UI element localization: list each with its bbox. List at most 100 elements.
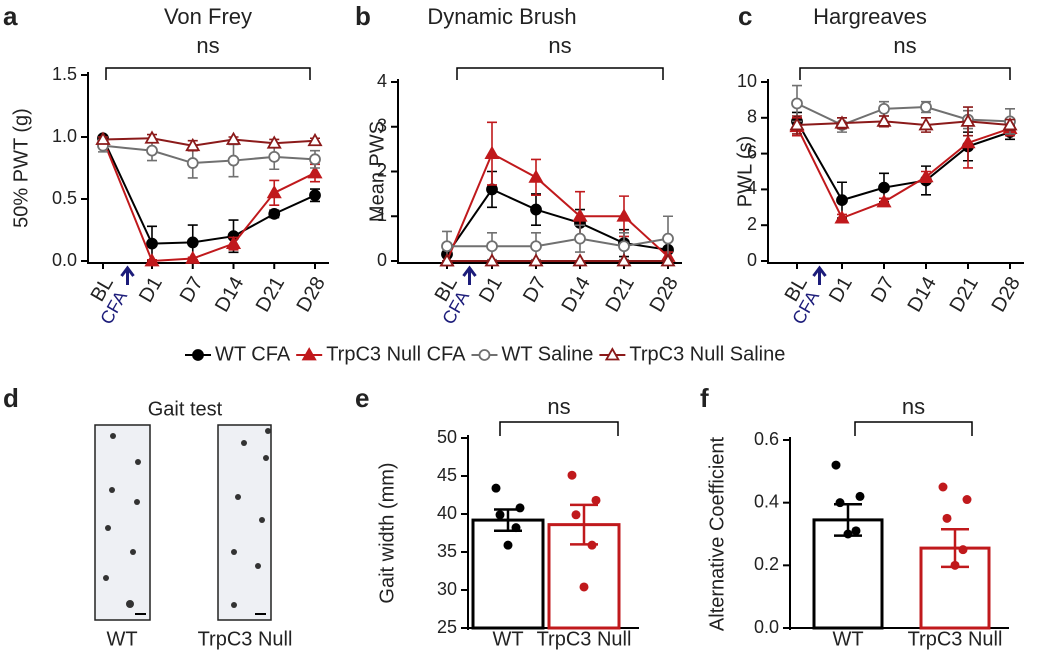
cfa-arrow — [120, 265, 135, 285]
x-tick-label: D28 — [987, 273, 1024, 316]
series-line — [102, 137, 316, 147]
gait-image-wt — [94, 424, 151, 621]
series — [97, 138, 321, 179]
y-tick-label: 0.4 — [754, 491, 779, 511]
x-tick-label: TrpC3 Null — [537, 628, 632, 650]
y-tick-label: 10 — [737, 71, 757, 91]
y-tick-label: 4 — [747, 178, 757, 198]
panel-title: Hargreaves — [813, 4, 927, 29]
data-point — [491, 483, 501, 493]
panel-title: Dynamic Brush — [427, 4, 576, 29]
y-axis-label: 50% PWT (g) — [10, 108, 32, 228]
y-axis-label: Mean PWS — [366, 121, 388, 222]
marker — [878, 181, 890, 194]
marker — [836, 194, 848, 207]
legend-label: TrpC3 Null Saline — [629, 343, 785, 365]
cfa-arrow — [462, 265, 477, 285]
marker — [441, 240, 453, 253]
marker — [146, 237, 158, 250]
marker — [309, 189, 321, 202]
data-point — [571, 510, 581, 520]
x-tick-label: WT — [832, 628, 863, 650]
panel-letter: f — [700, 383, 709, 413]
y-tick-label: 0.2 — [754, 554, 779, 574]
marker — [266, 135, 282, 149]
marker — [268, 207, 281, 220]
marker — [878, 102, 890, 115]
data-point — [591, 495, 601, 505]
panel-letter: c — [738, 1, 752, 31]
x-tick-label: D7 — [867, 273, 899, 306]
marker — [789, 117, 805, 131]
bar — [471, 518, 545, 630]
x-tick-label: D28 — [645, 273, 682, 316]
y-tick-label: 4 — [377, 71, 387, 91]
series-line — [102, 137, 316, 245]
series-line — [796, 126, 1011, 220]
image-label: TrpC3 Null — [198, 628, 293, 650]
data-point — [515, 503, 525, 513]
legend-label: TrpC3 Null CFA — [326, 343, 466, 365]
marker — [918, 169, 934, 183]
x-tick-label: D21 — [601, 273, 638, 316]
x-tick-label: D21 — [945, 273, 982, 316]
x-tick-label: D1 — [135, 273, 167, 306]
series — [791, 111, 1016, 219]
x-tick-label: D1 — [475, 273, 507, 306]
marker — [146, 144, 158, 157]
marker — [227, 154, 240, 167]
marker — [528, 253, 544, 267]
x-tick-label: D7 — [519, 273, 551, 306]
legend-entry: TrpC3 Null CFA — [296, 343, 466, 365]
y-tick-label: 2 — [747, 214, 757, 234]
y-tick-label: 30 — [437, 579, 457, 599]
marker — [301, 347, 317, 361]
significance-label: ns — [893, 33, 916, 58]
marker — [186, 236, 199, 249]
marker — [918, 117, 934, 131]
marker — [225, 131, 242, 145]
significance-label: ns — [548, 33, 571, 58]
y-tick-label: 1.0 — [52, 126, 77, 146]
data-point — [958, 545, 968, 555]
data-point — [962, 495, 972, 505]
data-point — [843, 529, 853, 539]
marker — [572, 253, 588, 267]
series — [97, 132, 321, 262]
legend-entry: TrpC3 Null Saline — [599, 343, 785, 365]
marker — [95, 131, 111, 145]
marker — [225, 235, 242, 250]
marker — [616, 208, 632, 222]
paw-prints — [103, 428, 271, 608]
data-point — [503, 540, 513, 550]
x-tick-label: D21 — [252, 273, 289, 316]
panel-letter: d — [3, 383, 19, 413]
series-line — [796, 102, 1011, 127]
series-line — [796, 120, 1011, 202]
marker — [1002, 117, 1018, 131]
y-tick-label: 0.0 — [754, 617, 779, 637]
data-point — [831, 460, 841, 470]
marker — [791, 97, 803, 110]
series — [791, 84, 1016, 135]
marker — [604, 347, 620, 361]
marker — [266, 184, 282, 199]
x-tick-label: D28 — [292, 273, 329, 316]
marker — [920, 101, 932, 113]
legend-entry: WT Saline — [471, 343, 593, 365]
y-tick-label: 40 — [437, 503, 457, 523]
image-label: WT — [106, 628, 137, 650]
y-tick-label: 50 — [437, 427, 457, 447]
significance-bracket — [456, 67, 664, 80]
y-tick-label: 0.6 — [754, 429, 779, 449]
x-tick-label: D1 — [825, 273, 857, 306]
y-tick-label: 0.5 — [52, 188, 77, 208]
marker — [309, 153, 321, 166]
y-tick-label: 2 — [377, 160, 387, 180]
series — [95, 130, 323, 152]
panel-letter: e — [355, 383, 369, 413]
series — [789, 106, 1018, 137]
y-tick-label: 0.0 — [52, 250, 77, 270]
marker — [486, 240, 498, 253]
